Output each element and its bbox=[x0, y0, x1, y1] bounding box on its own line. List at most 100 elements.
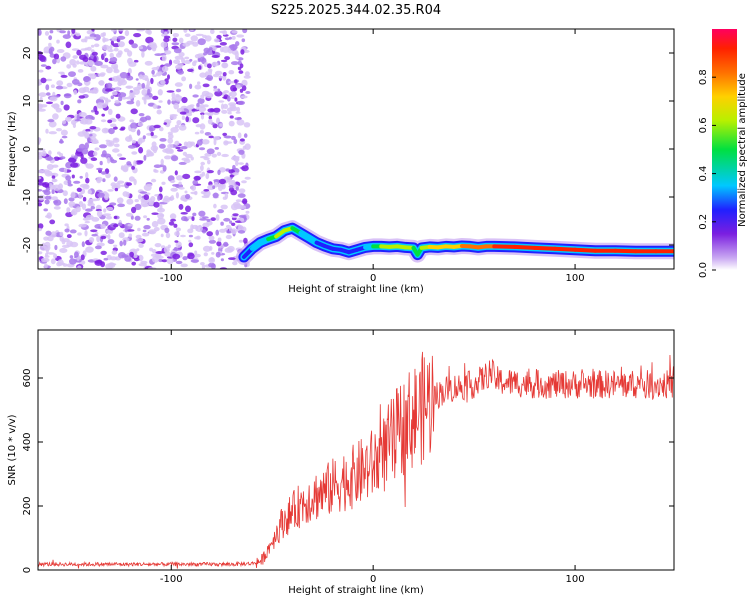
noise-speck bbox=[187, 252, 195, 260]
noise-speck bbox=[218, 178, 226, 185]
noise-speck bbox=[174, 140, 180, 146]
noise-speck bbox=[163, 122, 167, 125]
noise-speck bbox=[106, 206, 114, 211]
noise-speck bbox=[117, 92, 127, 98]
noise-speck bbox=[185, 205, 191, 213]
noise-speck bbox=[157, 217, 166, 225]
noise-speck bbox=[192, 180, 198, 185]
noise-speck bbox=[185, 112, 193, 117]
noise-speck bbox=[172, 253, 181, 260]
chart-title: S225.2025.344.02.35.R04 bbox=[271, 3, 441, 18]
noise-speck bbox=[126, 85, 132, 89]
noise-speck bbox=[227, 245, 235, 252]
noise-speck bbox=[222, 132, 228, 137]
noise-speck bbox=[146, 183, 153, 187]
noise-speck bbox=[145, 36, 154, 44]
noise-speck bbox=[230, 96, 235, 99]
noise-speck bbox=[78, 192, 83, 200]
noise-speck bbox=[38, 182, 47, 186]
noise-speck bbox=[191, 216, 195, 222]
noise-speck bbox=[173, 103, 179, 110]
ridge-core-segment bbox=[552, 246, 578, 252]
noise-speck bbox=[49, 96, 58, 102]
noise-speck bbox=[235, 160, 239, 166]
noise-speck bbox=[89, 89, 98, 94]
noise-speck bbox=[229, 91, 237, 97]
noise-speck bbox=[53, 103, 60, 110]
noise-speck bbox=[206, 231, 213, 237]
noise-speck bbox=[215, 214, 220, 221]
noise-speck bbox=[241, 180, 247, 184]
noise-speck bbox=[161, 181, 166, 185]
colorbar-tick-label: 0.6 bbox=[698, 117, 709, 133]
noise-speck bbox=[225, 234, 232, 240]
noise-speck bbox=[104, 194, 109, 201]
noise-speck bbox=[70, 162, 79, 168]
noise-speck bbox=[238, 149, 245, 155]
noise-speck bbox=[156, 109, 162, 115]
noise-speck bbox=[155, 251, 164, 254]
noise-speck bbox=[73, 89, 78, 95]
bottom-x-axis: -100 0 100 bbox=[160, 330, 585, 585]
noise-speck bbox=[241, 38, 246, 43]
noise-speck bbox=[84, 118, 93, 125]
noise-speck bbox=[173, 223, 178, 228]
noise-speck bbox=[223, 217, 231, 222]
noise-speck bbox=[53, 253, 58, 259]
noise-speck bbox=[80, 254, 85, 261]
noise-speck bbox=[62, 190, 68, 197]
noise-speck bbox=[222, 103, 229, 109]
noise-speck bbox=[175, 94, 180, 98]
noise-speck bbox=[228, 120, 235, 127]
noise-speck bbox=[161, 54, 167, 62]
noise-speck bbox=[56, 128, 62, 132]
noise-speck bbox=[106, 66, 113, 74]
noise-speck bbox=[198, 147, 206, 151]
noise-speck bbox=[102, 36, 106, 43]
noise-speck bbox=[77, 69, 84, 73]
noise-speck bbox=[124, 255, 132, 262]
noise-speck bbox=[179, 111, 187, 115]
noise-speck bbox=[124, 226, 128, 233]
noise-speck bbox=[72, 55, 78, 59]
noise-speck bbox=[106, 215, 112, 220]
noise-speck bbox=[175, 88, 182, 93]
noise-speck bbox=[114, 187, 119, 192]
noise-speck bbox=[162, 165, 167, 172]
noise-speck bbox=[39, 96, 43, 102]
noise-speck bbox=[91, 51, 98, 56]
noise-speck bbox=[57, 151, 61, 155]
noise-speck bbox=[115, 75, 122, 82]
noise-speck bbox=[238, 214, 247, 218]
noise-speck bbox=[48, 48, 53, 55]
noise-speck bbox=[124, 29, 130, 37]
noise-speck bbox=[199, 72, 207, 78]
noise-speck bbox=[43, 208, 48, 212]
noise-speck bbox=[158, 100, 163, 103]
noise-speck bbox=[180, 234, 186, 238]
noise-speck bbox=[200, 114, 205, 120]
noise-speck bbox=[63, 93, 72, 99]
top-x-axis: -100 0 100 bbox=[160, 29, 585, 284]
noise-speck bbox=[119, 157, 126, 160]
noise-speck bbox=[238, 239, 244, 243]
x-tick-label: 0 bbox=[370, 574, 376, 585]
noise-speck bbox=[181, 216, 188, 222]
noise-speck bbox=[88, 36, 97, 40]
noise-speck bbox=[93, 55, 97, 63]
noise-speck bbox=[38, 194, 46, 201]
noise-speck bbox=[105, 173, 111, 179]
noise-speck bbox=[224, 37, 230, 41]
noise-speck bbox=[113, 143, 120, 148]
noise-speck bbox=[166, 257, 174, 265]
noise-speck bbox=[133, 33, 142, 38]
noise-speck bbox=[85, 177, 90, 184]
noise-speck bbox=[105, 229, 112, 234]
noise-speck bbox=[101, 113, 105, 117]
noise-speck bbox=[110, 123, 117, 128]
noise-speck bbox=[208, 135, 214, 139]
noise-speck bbox=[227, 111, 232, 115]
noise-speck bbox=[113, 68, 120, 74]
noise-speck bbox=[114, 100, 120, 104]
noise-speck bbox=[177, 70, 185, 75]
